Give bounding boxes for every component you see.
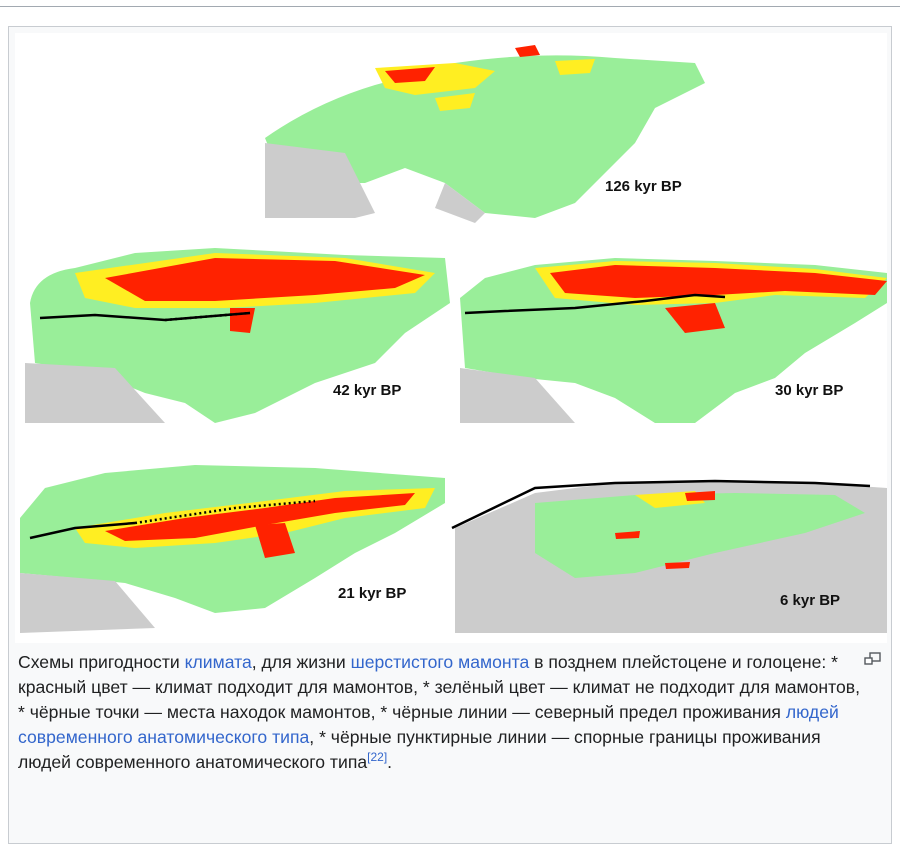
- section-divider: [0, 6, 900, 7]
- link-modern-humans[interactable]: людей современного анатомического типа: [18, 702, 839, 747]
- map-label-30: 30 kyr BP: [775, 382, 843, 399]
- map-126-kyr: 126 kyr BP: [265, 45, 705, 223]
- reference-superscript: [22]: [367, 750, 387, 764]
- caption-text-3: в позднем плейстоцене и голоцене: * крас…: [18, 652, 860, 722]
- link-woolly-mammoth[interactable]: шерстистого мамонта: [350, 652, 530, 672]
- magnify-icon[interactable]: [864, 652, 882, 668]
- reference-link[interactable]: [22]: [367, 750, 388, 765]
- map-6-kyr: 6 kyr BP: [451, 479, 887, 633]
- map-label-21: 21 kyr BP: [338, 585, 406, 602]
- caption-text-5: .: [387, 752, 393, 772]
- map-label-126: 126 kyr BP: [605, 178, 682, 195]
- figure-caption: Схемы пригодности климата, для жизни шер…: [18, 650, 868, 775]
- map-42-kyr: 42 kyr BP: [25, 248, 450, 423]
- map-21-kyr: 21 kyr BP: [20, 465, 445, 633]
- map-30-kyr: 30 kyr BP: [460, 258, 887, 423]
- climate-suitability-maps-image[interactable]: 126 kyr BP 42 kyr BP 30 kyr BP: [15, 33, 887, 643]
- link-climate[interactable]: климата: [184, 652, 252, 672]
- caption-text-4: , * чёрные пунктирные линии — спорные гр…: [18, 727, 821, 772]
- caption-text-1: Схемы пригодности: [18, 652, 185, 672]
- caption-text-2: , для жизни: [251, 652, 351, 672]
- map-label-6: 6 kyr BP: [780, 592, 840, 609]
- map-label-42: 42 kyr BP: [333, 382, 401, 399]
